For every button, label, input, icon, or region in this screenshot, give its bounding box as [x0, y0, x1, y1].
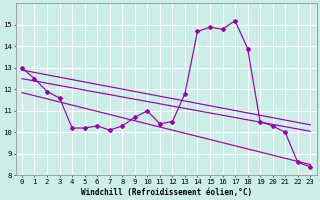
X-axis label: Windchill (Refroidissement éolien,°C): Windchill (Refroidissement éolien,°C) — [81, 188, 252, 197]
